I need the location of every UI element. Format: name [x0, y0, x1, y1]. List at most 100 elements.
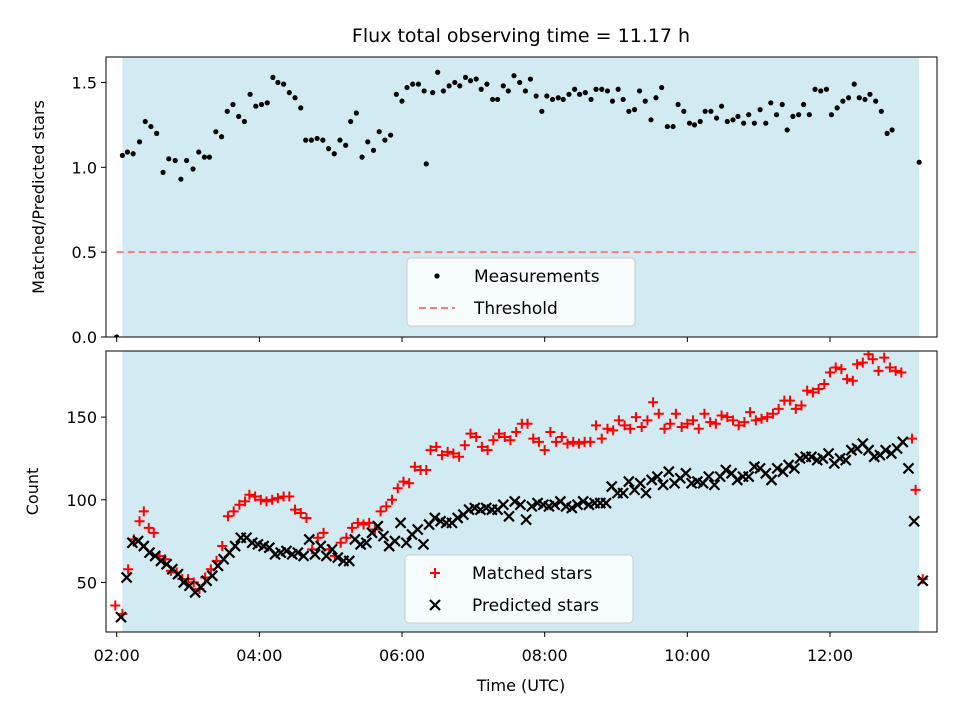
data-point [454, 451, 465, 462]
data-point [873, 365, 884, 376]
figure-title: Flux total observing time = 11.17 h [352, 25, 690, 47]
data-point [206, 154, 213, 160]
legend-label-predicted-stars: Predicted stars [472, 596, 599, 616]
data-point [830, 362, 841, 373]
data-point [796, 112, 802, 118]
data-point [527, 76, 534, 82]
x-tick-label: 06:00 [379, 646, 425, 665]
top-plot-area [114, 69, 922, 337]
data-point [343, 555, 356, 567]
bottom-panel: 50 100 150 02:00 04:00 06:00 08:00 10:00 12:00 Co… [23, 350, 938, 665]
data-point [551, 436, 562, 447]
data-point [802, 385, 813, 396]
data-point [796, 400, 807, 411]
data-point [376, 129, 382, 135]
data-point [488, 435, 499, 446]
data-point [617, 487, 629, 499]
data-point [739, 417, 750, 428]
data-point [889, 127, 895, 133]
data-point [642, 415, 653, 426]
data-point [451, 512, 464, 524]
top-y-tick-label: 0.0 [72, 328, 97, 347]
data-point [560, 96, 566, 103]
data-point [562, 438, 573, 449]
data-point [722, 412, 733, 423]
data-point [446, 83, 452, 89]
data-point [134, 516, 145, 527]
data-point [337, 137, 343, 143]
data-point [138, 506, 149, 517]
data-point [353, 110, 359, 116]
data-point [867, 354, 878, 365]
data-point [773, 403, 784, 414]
data-point [341, 532, 352, 543]
data-point [588, 96, 594, 103]
data-point [377, 530, 390, 542]
data-point [705, 417, 716, 428]
data-point [834, 105, 840, 111]
data-point [613, 415, 624, 426]
top-series-measurements [114, 69, 922, 337]
data-point [393, 91, 399, 97]
data-point [473, 76, 479, 82]
data-point [693, 423, 704, 434]
data-point [801, 101, 807, 108]
data-point [261, 496, 272, 507]
data-point [409, 461, 420, 472]
data-point [659, 84, 665, 91]
data-point [840, 98, 846, 104]
data-point [623, 475, 635, 488]
data-point [762, 412, 773, 423]
data-point [497, 498, 510, 511]
data-point [626, 108, 632, 114]
data-point [619, 420, 630, 431]
data-point [240, 496, 251, 507]
data-point [856, 95, 862, 101]
legend-label-threshold: Threshold [473, 299, 558, 319]
data-point [505, 88, 511, 94]
legend-label-matched-stars: Matched stars [472, 564, 592, 584]
data-point [825, 367, 836, 378]
data-point [675, 101, 681, 108]
data-point [430, 90, 436, 96]
data-point [425, 445, 436, 456]
data-point [771, 462, 783, 475]
data-point [255, 494, 266, 505]
data-point [359, 154, 365, 160]
data-point [505, 435, 516, 446]
data-point [190, 166, 196, 172]
data-point [224, 108, 230, 114]
data-point [404, 478, 415, 489]
data-point [382, 137, 388, 143]
data-point [196, 149, 202, 155]
data-point [298, 105, 304, 111]
data-point [228, 506, 239, 517]
data-point [763, 120, 769, 126]
data-point [659, 423, 670, 434]
data-point [602, 423, 613, 434]
data-point [325, 146, 332, 152]
data-point [640, 487, 652, 499]
data-point [172, 568, 184, 580]
data-point [303, 137, 309, 143]
data-point [314, 135, 320, 142]
data-point [572, 86, 578, 92]
data-point [160, 169, 166, 175]
data-point [490, 96, 496, 103]
data-point [421, 88, 427, 94]
data-point [828, 112, 835, 118]
data-point [657, 479, 669, 491]
data-point [823, 86, 830, 92]
legend-label-measurements: Measurements [474, 267, 600, 287]
data-point [555, 95, 561, 101]
data-point [908, 515, 920, 528]
data-point [548, 498, 561, 511]
data-point [347, 522, 358, 533]
data-point [818, 88, 824, 94]
data-point [691, 122, 698, 128]
data-point [404, 84, 410, 91]
data-point [508, 495, 521, 508]
bottom-y-tick-label: 50 [77, 573, 97, 592]
top-panel: 0.0 0.5 1.0 1.5 Matched/Predicted stars Measu… [29, 56, 938, 347]
data-point [730, 117, 736, 123]
